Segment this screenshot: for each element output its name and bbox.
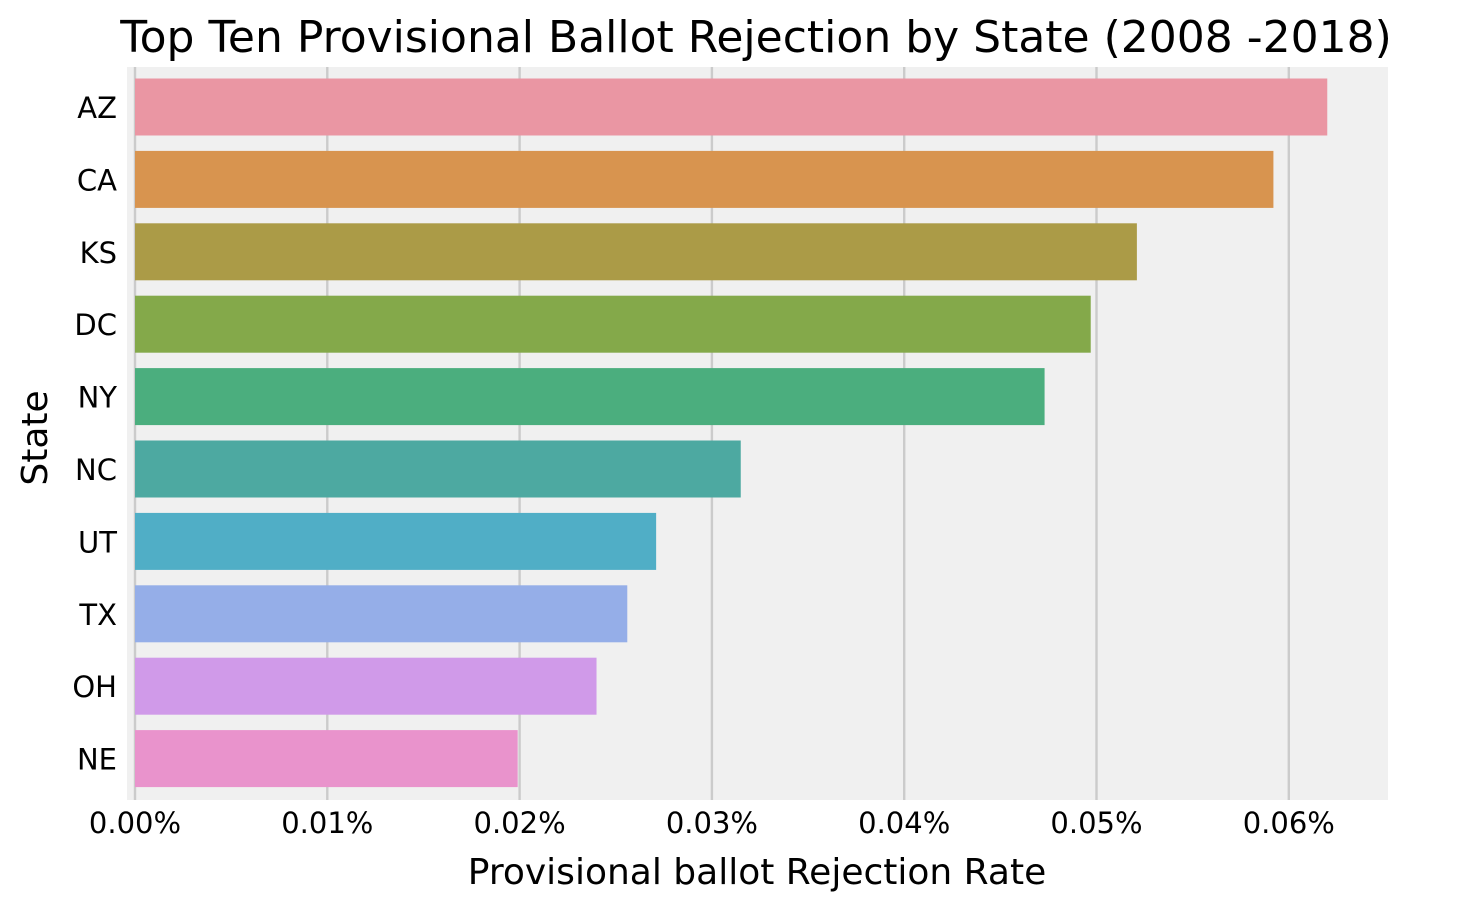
y-tick-label-ca: CA bbox=[77, 163, 117, 197]
x-tick-label-3: 0.03% bbox=[666, 806, 758, 840]
y-tick-labels: AZ CA KS DC NY NC UT TX OH NE bbox=[72, 91, 117, 777]
x-tick-labels: 0.00% 0.01% 0.02% 0.03% 0.04% 0.05% 0.06% bbox=[89, 806, 1335, 840]
y-tick-label-ne: NE bbox=[77, 743, 117, 777]
y-tick-label-tx: TX bbox=[78, 598, 117, 632]
y-tick-label-oh: OH bbox=[72, 670, 117, 704]
x-tick-label-1: 0.01% bbox=[281, 806, 373, 840]
y-tick-label-dc: DC bbox=[74, 308, 117, 342]
bar-ny bbox=[135, 368, 1045, 426]
bar-ne bbox=[135, 730, 518, 788]
x-tick-label-5: 0.05% bbox=[1050, 806, 1142, 840]
x-tick-label-2: 0.02% bbox=[474, 806, 566, 840]
x-axis-label: Provisional ballot Rejection Rate bbox=[468, 852, 1046, 893]
bar-oh bbox=[135, 657, 597, 715]
y-tick-label-az: AZ bbox=[77, 91, 117, 125]
x-tick-label-4: 0.04% bbox=[858, 806, 950, 840]
bar-dc bbox=[135, 295, 1091, 353]
x-tick-label-6: 0.06% bbox=[1243, 806, 1335, 840]
bar-tx bbox=[135, 585, 628, 643]
x-tick-label-0: 0.00% bbox=[89, 806, 181, 840]
y-tick-label-nc: NC bbox=[75, 453, 117, 487]
y-axis-label: State bbox=[15, 390, 56, 485]
y-tick-label-ny: NY bbox=[78, 381, 118, 415]
bar-ca bbox=[135, 150, 1274, 208]
bar-az bbox=[135, 78, 1328, 136]
bars bbox=[135, 78, 1328, 788]
bar-nc bbox=[135, 440, 741, 498]
bar-ks bbox=[135, 223, 1137, 281]
chart-title: Top Ten Provisional Ballot Rejection by … bbox=[119, 12, 1392, 63]
y-tick-label-ut: UT bbox=[78, 525, 117, 559]
y-tick-label-ks: KS bbox=[80, 236, 117, 270]
bar-ut bbox=[135, 512, 657, 570]
